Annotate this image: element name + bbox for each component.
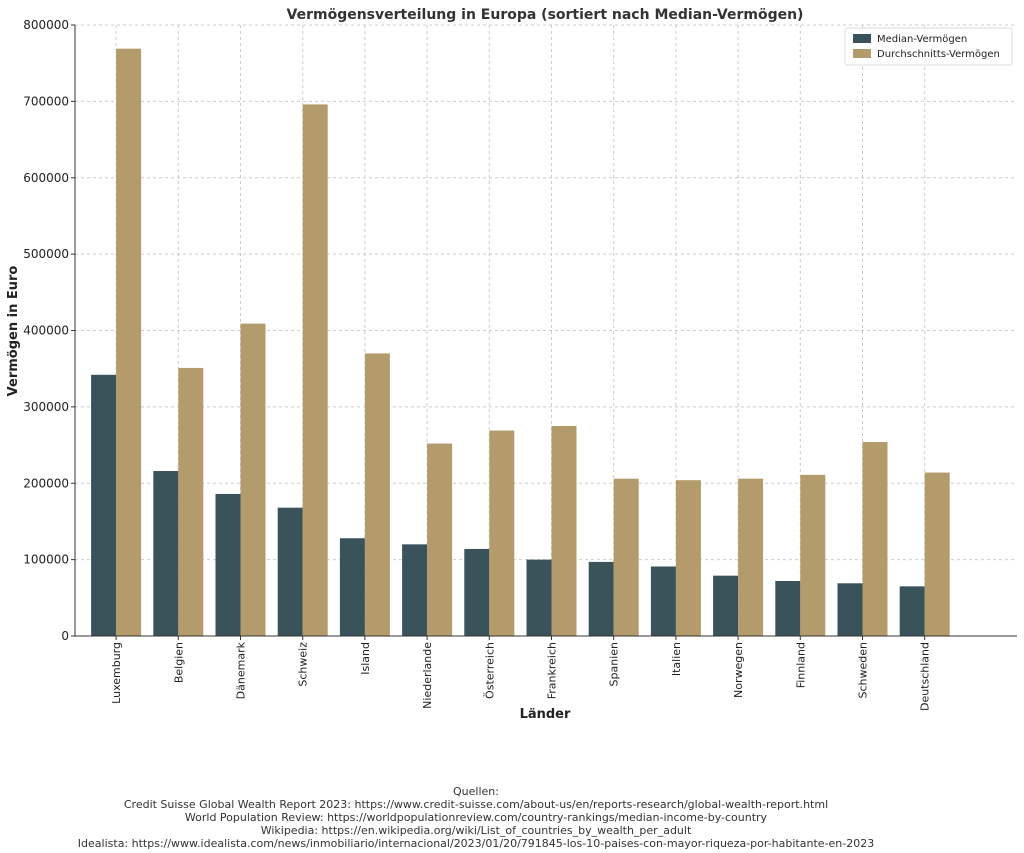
bars	[91, 49, 950, 636]
x-axis-label: Länder	[520, 707, 571, 722]
bar-average	[676, 480, 701, 636]
legend-label: Durchschnitts-Vermögen	[877, 49, 1000, 60]
sources-block: Quellen: Credit Suisse Global Wealth Rep…	[0, 785, 952, 850]
x-tick-label: Schweiz	[297, 642, 310, 687]
x-tick-label: Italien	[670, 642, 683, 676]
bar-median	[589, 562, 614, 636]
y-tick-label: 300000	[23, 400, 69, 414]
bar-average	[552, 426, 577, 636]
bar-median	[651, 566, 676, 636]
bar-median	[838, 583, 863, 636]
legend-label: Median-Vermögen	[877, 34, 967, 45]
bar-average	[241, 324, 266, 636]
bar-chart: Vermögensverteilung in Europa (sortiert …	[0, 0, 1024, 780]
y-tick-label: 700000	[23, 94, 69, 108]
bar-median	[464, 549, 489, 636]
x-tick-label: Schweden	[857, 642, 870, 699]
y-tick-label: 200000	[23, 476, 69, 490]
legend: Median-Vermögen Durchschnitts-Vermögen	[845, 28, 1012, 65]
bar-median	[91, 375, 116, 636]
x-tick-label: Frankreich	[546, 642, 559, 699]
bar-average	[925, 473, 950, 636]
source-line: Credit Suisse Global Wealth Report 2023:…	[0, 798, 952, 811]
bar-median	[278, 508, 303, 636]
x-tick-label: Österreich	[483, 642, 496, 699]
bar-average	[427, 444, 452, 636]
legend-swatch	[853, 34, 871, 43]
bar-median	[153, 471, 178, 636]
bar-median	[402, 544, 427, 636]
bar-average	[863, 442, 888, 636]
y-axis-label: Vermögen in Euro	[6, 266, 21, 397]
y-tick-label: 0	[61, 629, 69, 643]
bar-median	[216, 494, 241, 636]
x-tick-label: Luxemburg	[110, 642, 123, 704]
x-tick-label: Island	[359, 642, 372, 675]
source-line: Wikipedia: https://en.wikipedia.org/wiki…	[0, 824, 952, 837]
bar-average	[800, 475, 825, 636]
source-line: Idealista: https://www.idealista.com/new…	[0, 837, 952, 850]
bar-median	[340, 538, 365, 636]
x-tick-label: Finnland	[794, 642, 807, 688]
x-tick-label: Norwegen	[732, 642, 745, 698]
y-tick-label: 800000	[23, 18, 69, 32]
bar-average	[303, 104, 328, 636]
bar-average	[489, 431, 514, 636]
source-line: World Population Review: https://worldpo…	[0, 811, 952, 824]
y-tick-label: 400000	[23, 324, 69, 338]
bar-median	[900, 586, 925, 636]
sources-heading: Quellen:	[0, 785, 952, 798]
bar-average	[614, 479, 639, 636]
x-tick-label: Niederlande	[421, 642, 434, 709]
bar-median	[527, 560, 552, 636]
bar-average	[116, 49, 141, 636]
y-tick-label: 600000	[23, 171, 69, 185]
bar-median	[713, 576, 738, 636]
bar-average	[738, 479, 763, 636]
bar-median	[775, 581, 800, 636]
x-tick-label: Deutschland	[919, 642, 932, 711]
y-tick-label: 100000	[23, 553, 69, 567]
x-tick-label: Dänemark	[235, 641, 248, 699]
x-tick-label: Spanien	[608, 642, 621, 687]
bar-average	[178, 368, 203, 636]
y-tick-label: 500000	[23, 247, 69, 261]
bar-average	[365, 353, 390, 636]
chart-title: Vermögensverteilung in Europa (sortiert …	[287, 7, 804, 23]
x-tick-label: Belgien	[172, 642, 185, 683]
legend-swatch	[853, 49, 871, 58]
